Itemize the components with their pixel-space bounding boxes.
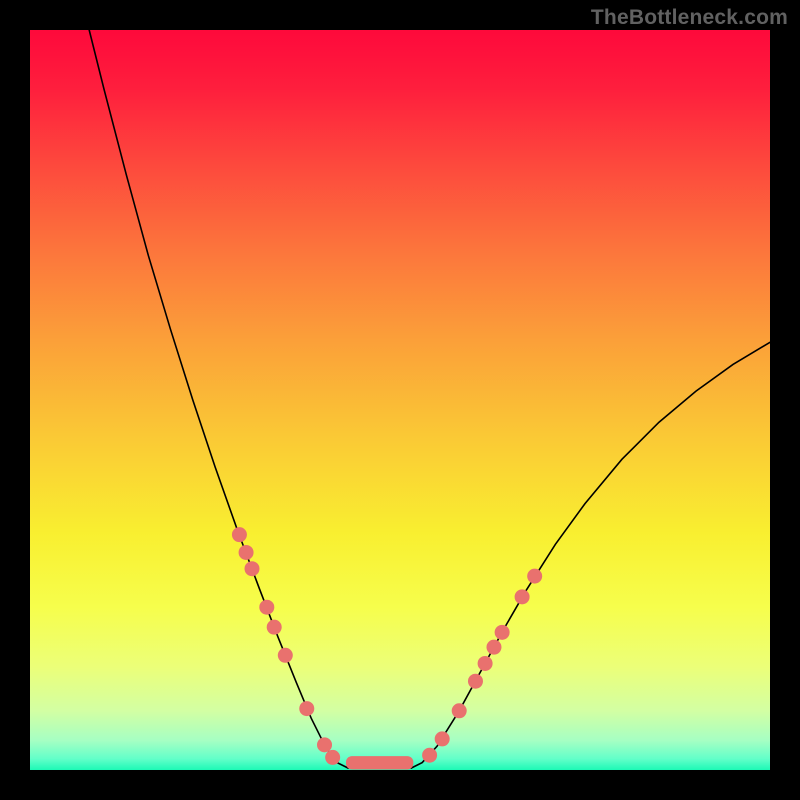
data-marker	[515, 589, 530, 604]
data-marker	[527, 569, 542, 584]
data-marker	[259, 600, 274, 615]
data-marker	[468, 674, 483, 689]
data-marker	[325, 750, 340, 765]
data-marker	[486, 640, 501, 655]
data-marker	[232, 527, 247, 542]
data-marker	[317, 737, 332, 752]
data-marker	[239, 545, 254, 560]
chart-svg	[30, 30, 770, 770]
chart-background	[30, 30, 770, 770]
bottom-range-bar	[346, 756, 413, 769]
data-marker	[422, 748, 437, 763]
data-marker	[278, 648, 293, 663]
data-marker	[245, 561, 260, 576]
data-marker	[299, 701, 314, 716]
data-marker	[495, 625, 510, 640]
data-marker	[435, 731, 450, 746]
watermark-text: TheBottleneck.com	[591, 6, 788, 30]
chart-frame: TheBottleneck.com	[0, 0, 800, 800]
data-marker	[267, 620, 282, 635]
data-marker	[478, 656, 493, 671]
data-marker	[452, 703, 467, 718]
plot-area	[30, 30, 770, 770]
